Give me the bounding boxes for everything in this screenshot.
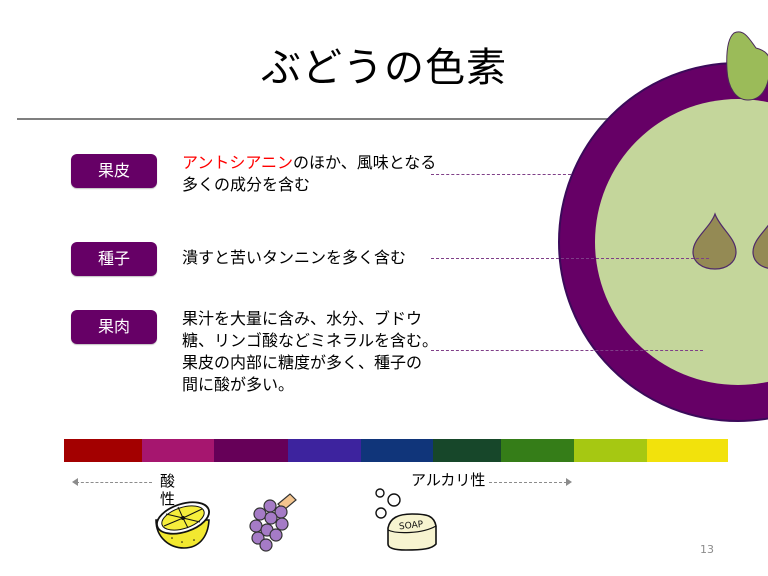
alkaline-arrow bbox=[489, 482, 567, 483]
seed-leader-line bbox=[431, 258, 709, 259]
ph-color-segment bbox=[574, 439, 647, 462]
skin-desc-line1: のほか、風味となる bbox=[293, 153, 437, 172]
ph-color-segment bbox=[647, 439, 728, 462]
anthocyanin-highlight: アントシアニン bbox=[182, 153, 294, 172]
page-number: 13 bbox=[700, 543, 714, 556]
flesh-desc-line: 果皮の内部に糖度が多く、種子の bbox=[182, 353, 423, 372]
alkaline-arrowhead-icon bbox=[566, 478, 572, 486]
seed-icon bbox=[752, 224, 768, 269]
ph-color-segment bbox=[501, 439, 574, 462]
grapes-icon bbox=[249, 493, 297, 552]
soap-text: SOAP bbox=[399, 520, 425, 533]
flesh-desc-line: 間に酸が多い。 bbox=[182, 375, 295, 394]
acid-label-char: 酸 bbox=[160, 472, 176, 490]
ph-color-segment bbox=[214, 439, 288, 462]
flesh-leader-line bbox=[431, 350, 703, 351]
flesh-desc-line: 糖、リンゴ酸などミネラルを含む。 bbox=[182, 331, 439, 350]
label-seed: 種子 bbox=[71, 242, 157, 276]
ph-color-scale bbox=[64, 439, 728, 462]
seed-description: 潰すと苦いタンニンを多く含む bbox=[182, 248, 407, 267]
flesh-desc-line: 果汁を大量に含み、水分、ブドウ bbox=[182, 309, 423, 328]
skin-desc-line2: 多くの成分を含む bbox=[182, 175, 311, 194]
ph-color-segment bbox=[64, 439, 142, 462]
label-flesh: 果肉 bbox=[71, 310, 157, 344]
ph-color-segment bbox=[433, 439, 501, 462]
grape-cross-section-diagram bbox=[558, 31, 768, 422]
lemon-icon bbox=[155, 501, 210, 549]
acid-label-char: 性 bbox=[160, 490, 176, 508]
alkaline-label: アルカリ性 bbox=[411, 471, 486, 489]
acid-label: 酸 性 bbox=[160, 472, 178, 508]
acid-arrowhead-icon bbox=[72, 478, 78, 486]
title-divider bbox=[17, 118, 617, 120]
soap-icon: SOAP bbox=[375, 488, 437, 551]
ph-color-segment bbox=[142, 439, 214, 462]
ph-color-segment bbox=[361, 439, 433, 462]
seed-icon bbox=[692, 212, 737, 270]
acid-arrow bbox=[76, 482, 152, 483]
flesh-description: 果汁を大量に含み、水分、ブドウ 糖、リンゴ酸などミネラルを含む。 果皮の内部に糖… bbox=[182, 308, 438, 396]
label-skin: 果皮 bbox=[71, 154, 157, 188]
page-title: ぶどうの色素 bbox=[261, 45, 507, 91]
grape-leaf-icon bbox=[726, 31, 768, 101]
grape-flesh bbox=[595, 99, 768, 385]
ph-color-segment bbox=[288, 439, 361, 462]
skin-leader-line bbox=[431, 174, 571, 175]
skin-description: アントシアニンのほか、風味となる 多くの成分を含む bbox=[182, 152, 436, 196]
